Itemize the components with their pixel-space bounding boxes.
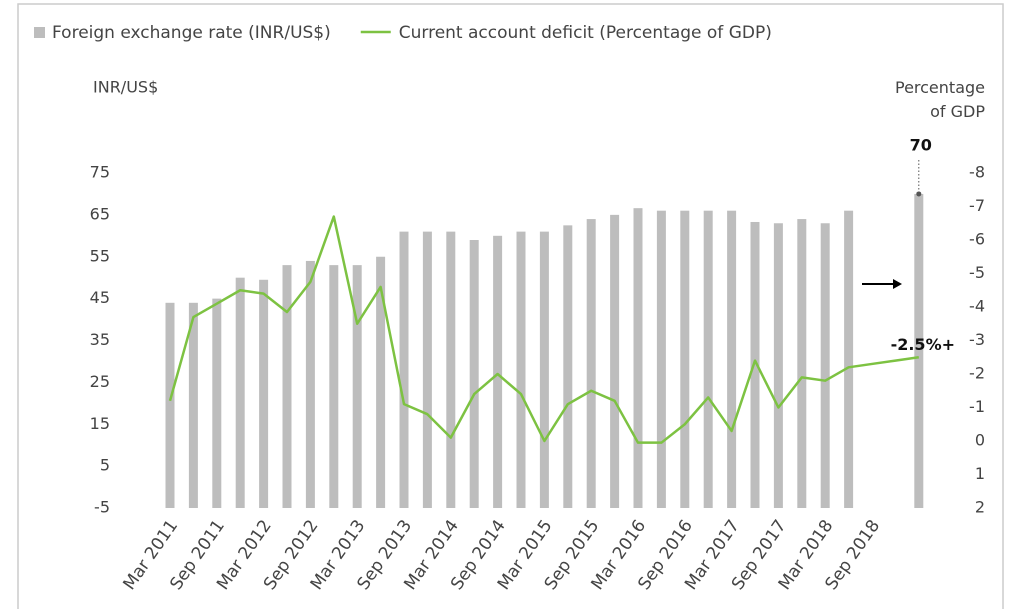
y-tick-label: 65 (90, 204, 110, 223)
bar (610, 214, 620, 508)
bar (188, 302, 198, 508)
bar (282, 265, 292, 508)
bar (844, 210, 854, 508)
y2-tick-label: 1 (975, 464, 985, 483)
y-tick-label: 55 (90, 246, 110, 265)
bar (469, 240, 479, 508)
bar (376, 256, 386, 508)
frame (17, 3, 1004, 609)
data-label: -2.5%+ (891, 335, 955, 354)
bar (305, 260, 315, 508)
bar (633, 208, 643, 509)
legend-label: Current account deficit (Percentage of G… (399, 23, 772, 43)
y2-tick-label: 0 (975, 431, 985, 450)
bar (773, 223, 783, 508)
y2-tick-label: -6 (969, 230, 985, 249)
bar (329, 265, 339, 508)
bar (750, 221, 760, 508)
y2-tick-label: -7 (969, 196, 985, 215)
data-label: 70 (910, 136, 932, 155)
y2-tick-label: -2 (969, 364, 985, 383)
bar (212, 298, 222, 508)
y-tick-label: 15 (90, 414, 110, 433)
bar (680, 210, 690, 508)
line (168, 215, 919, 444)
bar (493, 235, 503, 508)
y2-tick-label: -1 (969, 397, 985, 416)
bar (259, 279, 269, 508)
annotation-dot (916, 191, 922, 197)
y-tick-label: 5 (100, 456, 110, 475)
y2-tick-label: 2 (975, 498, 985, 517)
bar (446, 231, 456, 508)
y-tick-label: 35 (90, 330, 110, 349)
y2-tick-label: -8 (969, 163, 985, 182)
y-axis-title: INR/US$ (93, 78, 158, 97)
bar (727, 210, 737, 508)
bar (352, 265, 362, 508)
bar (539, 231, 549, 508)
y-tick-label: 25 (90, 372, 110, 391)
y-tick-label: -5 (94, 498, 110, 517)
bar (422, 231, 432, 508)
bar (516, 231, 526, 508)
y-tick-label: 75 (90, 163, 110, 182)
arrow-head (893, 279, 902, 289)
bar (656, 210, 666, 508)
bar (797, 219, 807, 508)
y2-axis-title: Percentage of GDP (894, 78, 985, 121)
y2-tick-label: -5 (969, 263, 985, 282)
y2-tick-label: -3 (969, 330, 985, 349)
y2-tick-label: -4 (969, 297, 985, 316)
legend-swatch (34, 27, 45, 38)
bar (235, 277, 245, 508)
bar (399, 231, 409, 508)
bar (820, 223, 830, 508)
bar (703, 210, 713, 508)
legend-label: Foreign exchange rate (INR/US$) (52, 23, 331, 43)
bar (586, 219, 596, 508)
bar (914, 193, 924, 508)
bar (563, 225, 573, 508)
y-tick-label: 45 (90, 288, 110, 307)
bar (165, 302, 175, 508)
